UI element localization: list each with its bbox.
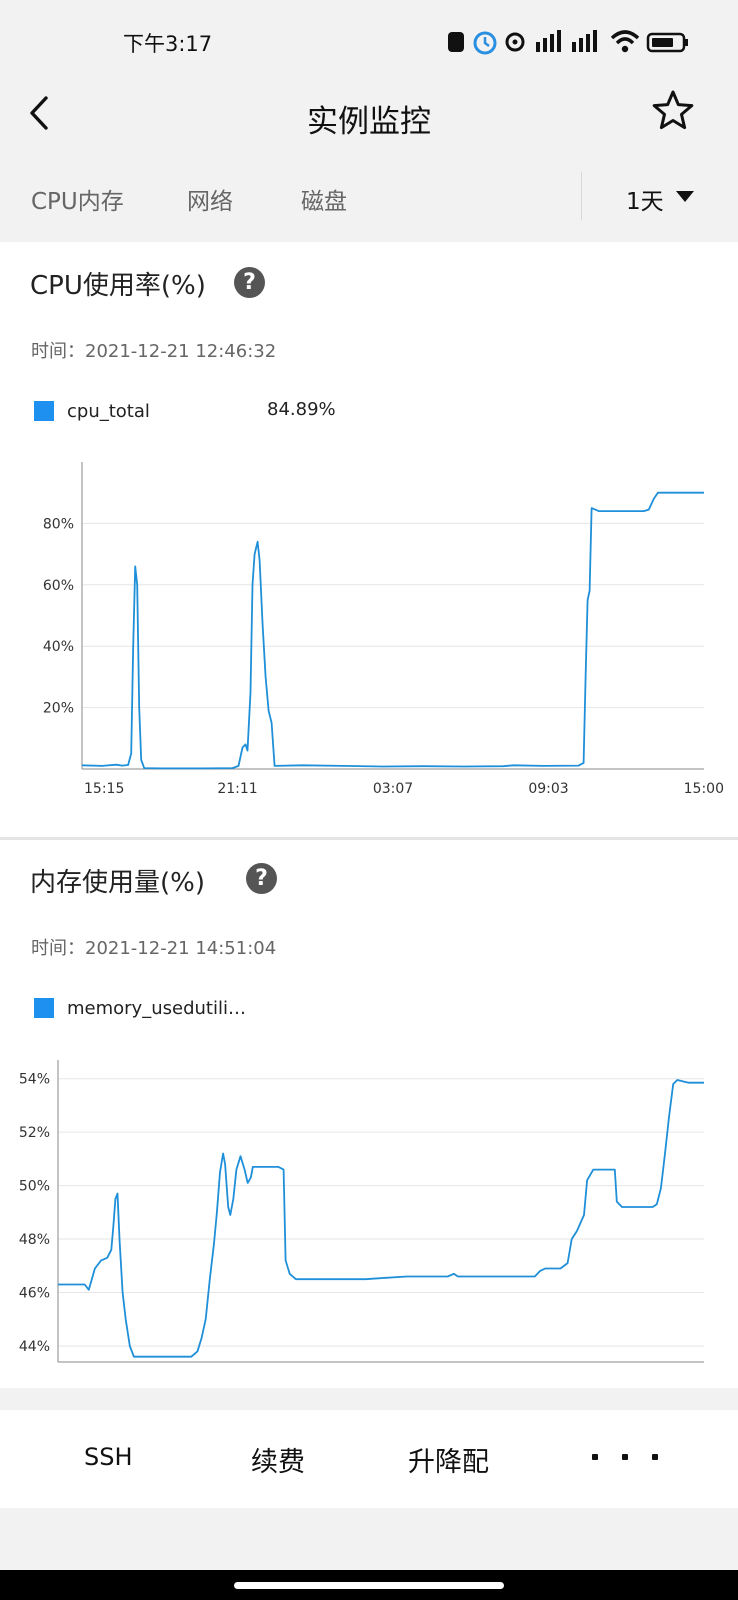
cpu-line-chart[interactable]: 20% 40% 60% 80% 15:15 21:11 03:07 09:03 15:00 (0, 462, 738, 822)
cpu-chart-title: CPU使用率(%) (30, 271, 206, 301)
resize-button[interactable]: 升降配 (408, 1447, 489, 1478)
more-button[interactable] (584, 1448, 664, 1468)
x-tick-label: 09:03 (528, 781, 568, 797)
y-tick-label: 54% (19, 1072, 50, 1088)
watch-icon (448, 32, 464, 52)
ssh-button[interactable]: SSH (84, 1443, 133, 1471)
back-icon[interactable] (18, 86, 72, 140)
memory-line-chart[interactable]: 44% 46% 48% 50% 52% 54% (0, 1060, 738, 1388)
time-range-dropdown[interactable]: 1天 (620, 180, 710, 215)
signal-icon-2 (572, 30, 597, 52)
tab-cpu-memory[interactable]: CPU内存 (31, 189, 124, 215)
alarm-icon (473, 31, 497, 55)
cpu-usage-panel: CPU使用率(%) ? 时间：2021-12-21 12:46:32 cpu_t… (0, 242, 738, 837)
more-dot-icon (592, 1454, 598, 1460)
x-tick-label: 21:11 (217, 781, 257, 797)
tab-network[interactable]: 网络 (187, 189, 233, 215)
sync-icon (505, 32, 525, 52)
legend-series-name: memory_usedutili… (67, 998, 246, 1019)
time-value: 2021-12-21 12:46:32 (85, 341, 277, 362)
series-line (58, 1079, 704, 1358)
y-tick-label: 46% (19, 1286, 50, 1302)
bottom-action-bar: SSH 续费 升降配 (0, 1410, 738, 1508)
y-tick-label: 20% (43, 701, 74, 717)
memory-chart-title: 内存使用量(%) (30, 868, 205, 898)
legend-series-name: cpu_total (67, 401, 150, 422)
signal-icon (536, 30, 561, 52)
page-title: 实例监控 (307, 104, 431, 140)
time-label: 时间： (31, 938, 85, 959)
y-tick-label: 80% (43, 516, 74, 532)
help-icon-2[interactable]: ? (246, 863, 277, 894)
star-icon[interactable] (646, 84, 700, 138)
y-tick-label: 44% (19, 1339, 50, 1355)
home-indicator[interactable] (234, 1582, 504, 1589)
panel-divider (0, 837, 738, 840)
tab-disk[interactable]: 磁盘 (301, 189, 347, 215)
y-tick-label: 50% (19, 1179, 50, 1195)
more-dot-icon (652, 1454, 658, 1460)
x-tick-label: 15:00 (684, 781, 724, 797)
x-tick-label: 15:15 (84, 781, 124, 797)
x-tick-label: 03:07 (373, 781, 413, 797)
app-header: 实例监控 (0, 80, 738, 152)
legend-swatch (34, 401, 54, 421)
y-tick-label: 40% (43, 639, 74, 655)
cpu-time-row: 时间：2021-12-21 12:46:32 (31, 337, 276, 363)
memory-usage-panel: 内存使用量(%) ? 时间：2021-12-21 14:51:04 memory… (0, 840, 738, 1388)
status-bar: 下午3:17 (0, 0, 738, 80)
help-icon[interactable]: ? (234, 267, 265, 298)
time-value: 2021-12-21 14:51:04 (85, 938, 277, 959)
caret-down-icon (676, 191, 694, 202)
legend-swatch (34, 998, 54, 1018)
metric-tabs: CPU内存 网络 磁盘 1天 (0, 152, 738, 242)
wifi-icon (610, 30, 640, 53)
time-label: 时间： (31, 341, 85, 362)
memory-time-row: 时间：2021-12-21 14:51:04 (31, 934, 276, 960)
y-tick-label: 60% (43, 578, 74, 594)
series-line (81, 491, 704, 770)
y-tick-label: 52% (19, 1125, 50, 1141)
y-tick-label: 48% (19, 1232, 50, 1248)
tab-divider (581, 172, 582, 220)
system-nav-bar (0, 1570, 738, 1600)
time-range-value: 1天 (626, 189, 664, 215)
status-time: 下午3:17 (123, 32, 213, 56)
legend-series-value: 84.89% (267, 399, 336, 420)
battery-icon (646, 32, 688, 53)
renew-button[interactable]: 续费 (251, 1447, 305, 1478)
more-dot-icon (622, 1454, 628, 1460)
